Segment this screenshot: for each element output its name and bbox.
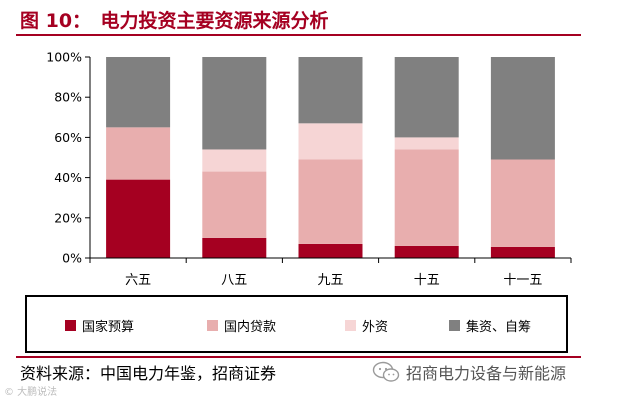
brand-credit: 招商电力设备与新能源 — [372, 360, 566, 384]
x-tick-label: 六五 — [125, 273, 151, 288]
legend-swatch-self-raised — [449, 319, 460, 331]
bar-domestic-loans-2 — [202, 171, 267, 238]
bar-domestic-loans-1 — [106, 127, 171, 180]
source-rule — [16, 356, 581, 358]
x-tick-label: 十一五 — [503, 273, 542, 288]
legend-item-foreign-capital: 外资 — [345, 317, 389, 335]
legend-label-foreign-capital: 外资 — [362, 319, 389, 335]
source-note: 资料来源：中国电力年鉴，招商证券 — [20, 364, 277, 383]
legend-label-budget: 国家预算 — [82, 319, 135, 335]
bar-foreign-capital-2 — [202, 149, 267, 172]
bar-budget-5 — [490, 246, 555, 258]
watermark: © 大鹏说法 — [4, 387, 58, 398]
bar-self-raised-5 — [490, 57, 555, 160]
bar-domestic-loans-3 — [298, 159, 363, 244]
x-tick-label: 八五 — [221, 273, 247, 288]
legend-swatch-foreign-capital — [345, 319, 356, 331]
bar-budget-2 — [202, 237, 267, 258]
title-rule — [16, 34, 581, 36]
legend-swatch-budget — [65, 319, 76, 331]
y-tick-label: 20% — [54, 210, 82, 225]
bar-domestic-loans-5 — [490, 159, 555, 247]
y-tick-label: 60% — [54, 130, 82, 145]
bar-budget-4 — [394, 245, 459, 258]
bar-foreign-capital-4 — [394, 137, 459, 150]
y-tick-label: 80% — [54, 90, 82, 105]
legend-label-domestic-loans: 国内贷款 — [224, 319, 277, 335]
legend: 国家预算 国内贷款 外资 集资、自筹 — [25, 295, 568, 353]
y-tick-label: 100% — [46, 50, 82, 65]
bar-budget-1 — [106, 179, 171, 258]
x-tick-label: 十五 — [414, 273, 440, 288]
legend-item-self-raised: 集资、自筹 — [449, 317, 532, 335]
x-tick-label: 九五 — [317, 273, 343, 288]
bar-self-raised-2 — [202, 57, 267, 150]
bar-budget-3 — [298, 243, 363, 258]
figure-title: 图 10： 电力投资主要资源来源分析 — [20, 10, 329, 32]
bar-domestic-loans-4 — [394, 149, 459, 246]
legend-item-domestic-loans: 国内贷款 — [207, 317, 277, 335]
bar-self-raised-4 — [394, 57, 459, 138]
figure-title-bar: 图 10： 电力投资主要资源来源分析 — [0, 0, 625, 36]
brand-name: 招商电力设备与新能源 — [406, 364, 567, 383]
wechat-icon — [372, 361, 400, 382]
legend-label-self-raised: 集资、自筹 — [466, 319, 532, 335]
stacked-bar-chart: 六五 八五 九五 十五 十一五 0% 20% 40% 60% 80% 100% — [46, 50, 572, 288]
bar-foreign-capital-3 — [298, 123, 363, 160]
legend-item-budget: 国家预算 — [65, 317, 135, 335]
y-tick-label: 40% — [54, 170, 82, 185]
bar-self-raised-1 — [106, 57, 171, 128]
legend-swatch-domestic-loans — [207, 319, 218, 331]
bar-self-raised-3 — [298, 57, 363, 124]
y-tick-label: 0% — [62, 251, 82, 266]
